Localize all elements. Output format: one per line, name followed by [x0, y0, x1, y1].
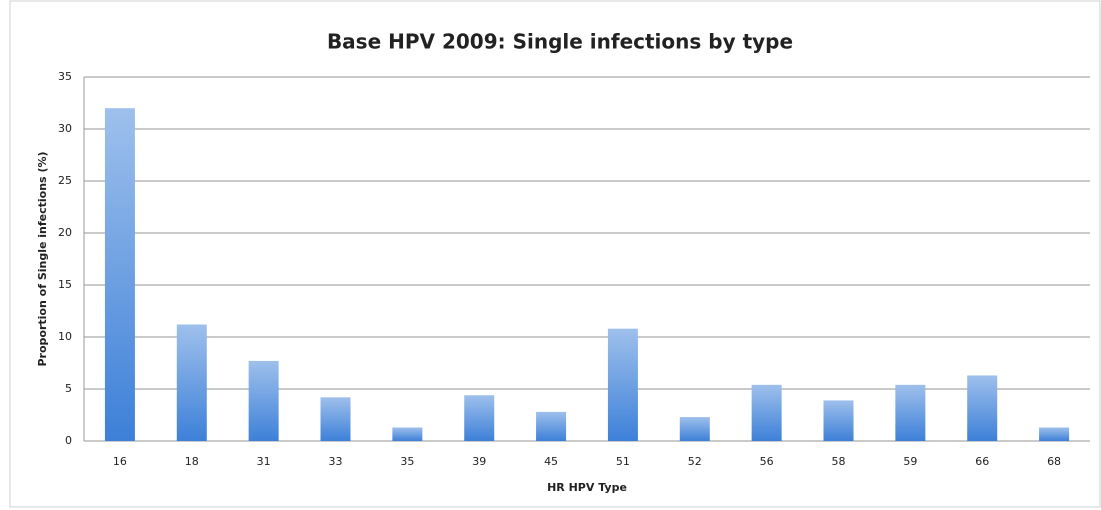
x-tick-label: 66	[975, 455, 989, 468]
x-tick-label: 39	[472, 455, 486, 468]
bar	[607, 328, 638, 441]
x-axis-title: HR HPV Type	[547, 481, 627, 494]
x-tick-label: 68	[1047, 455, 1061, 468]
y-tick-label: 10	[58, 330, 72, 343]
y-tick-label: 35	[58, 70, 72, 83]
y-tick-label: 30	[58, 122, 72, 135]
y-tick-label: 5	[65, 382, 72, 395]
bar	[464, 395, 495, 441]
bar	[104, 108, 135, 441]
x-tick-label: 33	[329, 455, 343, 468]
bar	[751, 384, 782, 441]
bar	[392, 427, 423, 441]
y-tick-label: 15	[58, 278, 72, 291]
bar	[895, 384, 926, 441]
x-tick-label: 16	[113, 455, 127, 468]
y-tick-label: 0	[65, 434, 72, 447]
bar	[248, 360, 279, 441]
x-tick-label: 35	[400, 455, 414, 468]
x-tick-label: 31	[257, 455, 271, 468]
x-tick-label: 59	[903, 455, 917, 468]
x-tick-label: 52	[688, 455, 702, 468]
bar	[320, 397, 351, 441]
bar	[967, 375, 998, 441]
x-tick-label: 51	[616, 455, 630, 468]
bar	[176, 324, 207, 441]
bar	[1039, 427, 1070, 441]
x-tick-label: 18	[185, 455, 199, 468]
bar	[679, 417, 710, 441]
bar	[823, 400, 854, 441]
y-tick-label: 25	[58, 174, 72, 187]
y-axis-title: Proportion of Single infections (%)	[36, 151, 49, 366]
y-tick-label: 20	[58, 226, 72, 239]
x-tick-label: 56	[760, 455, 774, 468]
chart-title: Base HPV 2009: Single infections by type	[327, 30, 793, 54]
x-tick-label: 58	[832, 455, 846, 468]
bar	[536, 411, 567, 441]
x-tick-label: 45	[544, 455, 558, 468]
